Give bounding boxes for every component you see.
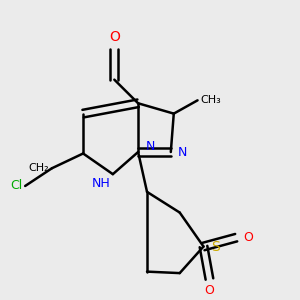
Text: O: O — [205, 284, 214, 297]
Text: O: O — [243, 231, 253, 244]
Text: N: N — [145, 140, 155, 153]
Text: Cl: Cl — [10, 179, 22, 193]
Text: O: O — [109, 30, 120, 44]
Text: CH₃: CH₃ — [201, 95, 221, 105]
Text: N: N — [178, 146, 188, 158]
Text: S: S — [211, 239, 220, 254]
Text: NH: NH — [92, 176, 110, 190]
Text: CH₂: CH₂ — [28, 163, 49, 173]
